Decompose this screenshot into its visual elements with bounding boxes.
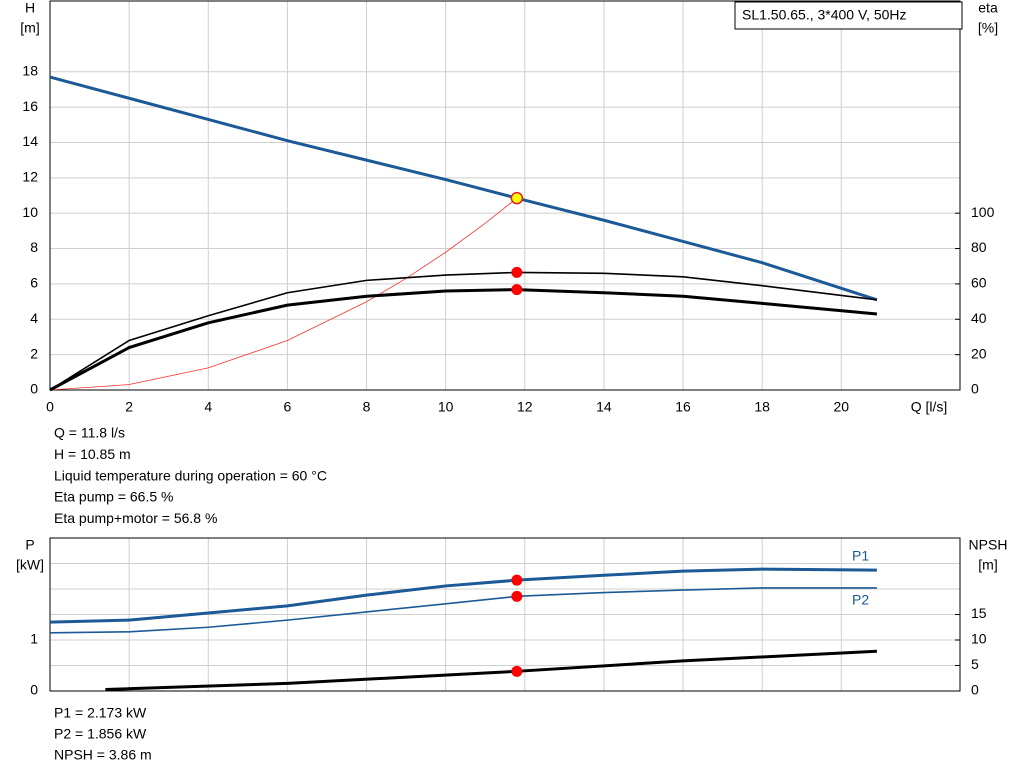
x-tick-label: 8: [363, 399, 371, 415]
y2-tick-label: 0: [971, 682, 979, 698]
x-tick-label: 4: [204, 399, 212, 415]
x-tick-label: 2: [125, 399, 133, 415]
y-tick-label: 6: [30, 275, 38, 291]
y-axis-label: H: [25, 0, 35, 16]
y-axis-label: [m]: [20, 20, 39, 36]
curve: [49, 271, 878, 391]
readout-line: H = 10.85 m: [54, 446, 131, 462]
y-tick-label: 18: [22, 62, 38, 78]
legend-box: [734, 1, 963, 30]
readout-line: Eta pump = 66.5 %: [54, 489, 173, 505]
readout-line: Liquid temperature during operation = 60…: [54, 467, 327, 483]
duty-point: [511, 284, 523, 296]
x-tick-label: 10: [438, 399, 454, 415]
y-tick-label: 14: [22, 133, 38, 149]
duty-point: [511, 266, 523, 278]
readout-line: P2 = 1.856 kW: [54, 726, 147, 742]
series-label: P1: [852, 548, 869, 564]
duty-point: [510, 191, 524, 205]
plot-frame: [49, 0, 961, 391]
curve: [49, 75, 878, 302]
readout-line: Eta pump+motor = 56.8 %: [54, 510, 217, 526]
y2-tick-label: 20: [971, 345, 987, 361]
curve: [105, 649, 877, 691]
x-tick-label: 16: [675, 399, 691, 415]
y-tick-label: 0: [30, 682, 38, 698]
y-tick-label: 10: [22, 204, 38, 220]
y2-axis-label: [%]: [978, 20, 998, 36]
y2-tick-label: 100: [971, 204, 995, 220]
x-tick-label: 12: [517, 399, 533, 415]
duty-point: [511, 665, 523, 677]
y2-tick-label: 15: [971, 605, 987, 621]
duty-point: [511, 574, 523, 586]
y2-tick-label: 80: [971, 239, 987, 255]
plot-frame: [49, 537, 961, 692]
x-axis-label: Q [l/s]: [911, 399, 948, 415]
y-tick-label: 12: [22, 169, 38, 185]
y-axis-label: [kW]: [16, 557, 44, 573]
curve: [49, 288, 878, 392]
readout-line: NPSH = 3.86 m: [54, 747, 152, 763]
y2-tick-label: 10: [971, 631, 987, 647]
duty-point: [511, 590, 523, 602]
x-tick-label: 20: [834, 399, 850, 415]
y-tick-label: 1: [30, 631, 38, 647]
y-tick-label: 16: [22, 98, 38, 114]
y2-axis-label: eta: [978, 0, 998, 16]
y2-axis-label: [m]: [978, 557, 997, 573]
legend-text: SL1.50.65., 3*400 V, 50Hz: [742, 7, 907, 23]
x-tick-label: 18: [754, 399, 770, 415]
curve: [49, 197, 518, 391]
y-tick-label: 0: [30, 381, 38, 397]
x-tick-label: 0: [46, 399, 54, 415]
y2-tick-label: 60: [971, 275, 987, 291]
y2-tick-label: 0: [971, 381, 979, 397]
y2-tick-label: 40: [971, 310, 987, 326]
curve: [49, 587, 877, 634]
y2-tick-label: 5: [971, 656, 979, 672]
x-tick-label: 6: [283, 399, 291, 415]
x-tick-label: 14: [596, 399, 612, 415]
y-tick-label: 2: [30, 345, 38, 361]
readout-line: Q = 11.8 l/s: [54, 425, 125, 441]
readout-line: P1 = 2.173 kW: [54, 705, 147, 721]
y-tick-label: 4: [30, 310, 38, 326]
y2-axis-label: NPSH: [969, 537, 1008, 553]
series-label: P2: [852, 592, 869, 608]
y-tick-label: 8: [30, 239, 38, 255]
y-axis-label: P: [25, 537, 34, 553]
curve: [49, 567, 877, 624]
